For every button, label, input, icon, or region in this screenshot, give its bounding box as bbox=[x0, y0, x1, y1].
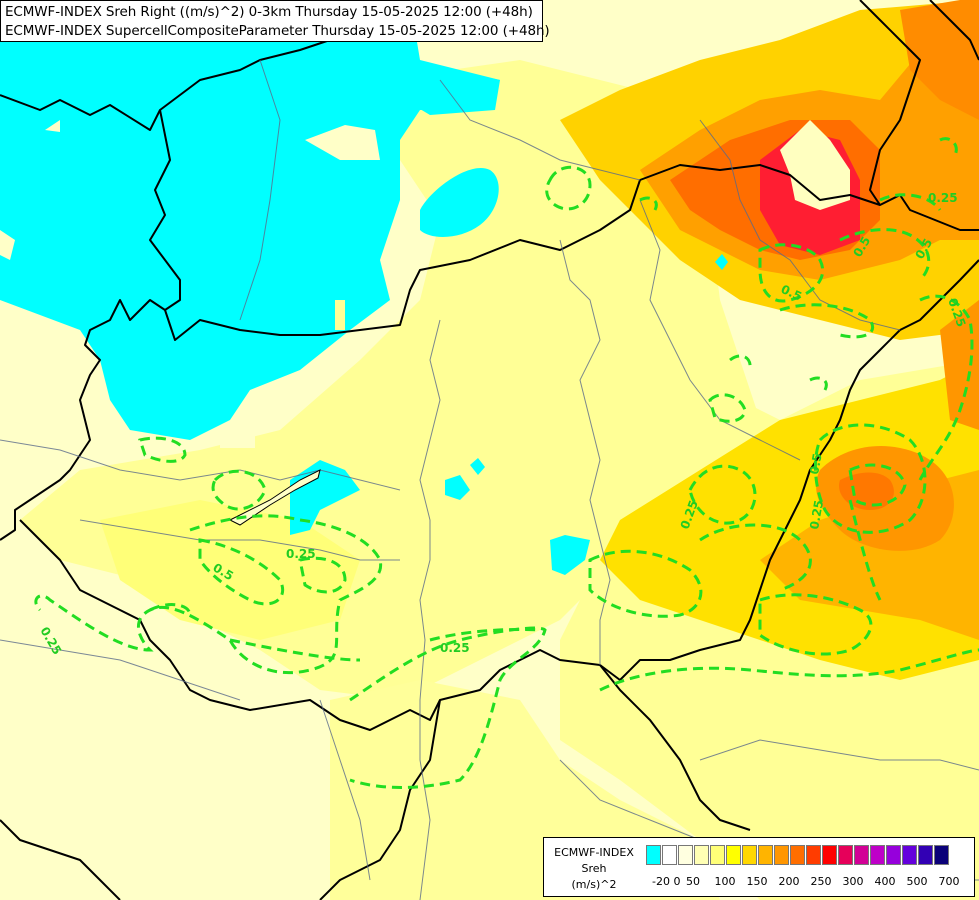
legend-swatch bbox=[742, 845, 757, 865]
title-line-2: ECMWF-INDEX SupercellCompositeParameter … bbox=[5, 23, 550, 39]
legend-title: ECMWF-INDEX bbox=[554, 846, 634, 859]
legend-swatch bbox=[838, 845, 853, 865]
legend-swatch bbox=[854, 845, 869, 865]
legend-swatch bbox=[806, 845, 821, 865]
legend-tick-label: 500 bbox=[906, 875, 928, 888]
legend-tick-label: 100 bbox=[714, 875, 736, 888]
legend-swatch bbox=[774, 845, 789, 865]
legend-tick-label: 150 bbox=[746, 875, 768, 888]
legend-swatch bbox=[758, 845, 773, 865]
contour-label: 0.25 bbox=[928, 191, 958, 205]
pale-island-west bbox=[0, 230, 15, 260]
legend-tick-label: 300 bbox=[842, 875, 864, 888]
legend-swatch bbox=[934, 845, 949, 865]
legend-tick-label: 200 bbox=[778, 875, 800, 888]
cyan-blob-central-diamond bbox=[470, 458, 485, 475]
legend-swatch bbox=[710, 845, 725, 865]
cyan-field-northwest bbox=[0, 0, 500, 440]
legend-swatch bbox=[790, 845, 805, 865]
legend-swatch bbox=[886, 845, 901, 865]
title-line-1: ECMWF-INDEX Sreh Right ((m/s)^2) 0-3km T… bbox=[5, 4, 533, 20]
cyan-blob-north-small bbox=[420, 168, 499, 237]
pale-hole-north bbox=[780, 120, 850, 210]
legend-variable: Sreh bbox=[581, 862, 607, 875]
pale-spot-cyan-3 bbox=[220, 435, 255, 448]
legend-swatch bbox=[918, 845, 933, 865]
pale-field-southwest bbox=[0, 600, 330, 900]
pale-spot-cyan-2 bbox=[335, 300, 345, 330]
contour-label: 0.25 bbox=[807, 499, 826, 531]
orange-field-east-edge bbox=[940, 300, 979, 430]
legend-unit: (m/s)^2 bbox=[571, 878, 617, 891]
title-box: ECMWF-INDEX Sreh Right ((m/s)^2) 0-3km T… bbox=[0, 0, 550, 42]
legend-tick-label: -20 bbox=[652, 875, 670, 888]
legend-swatch bbox=[646, 845, 661, 865]
legend-tick-label: 50 bbox=[686, 875, 700, 888]
dark-orange-blob-southeast bbox=[839, 472, 894, 510]
contour-label: 0.25 bbox=[286, 547, 316, 561]
legend-swatch bbox=[870, 845, 885, 865]
contour-label: 0.25 bbox=[440, 641, 470, 655]
legend-tick-label: 0 bbox=[673, 875, 681, 888]
cyan-field-north-extension bbox=[400, 60, 500, 115]
pale-spot-cyan bbox=[45, 120, 60, 132]
legend-swatch bbox=[822, 845, 837, 865]
legend-swatch bbox=[726, 845, 741, 865]
cyan-blob-central-south bbox=[550, 535, 590, 575]
legend-tick-label: 700 bbox=[938, 875, 960, 888]
legend-swatch bbox=[902, 845, 917, 865]
color-legend: ECMWF-INDEX Sreh (m/s)^2 -20 0 50 100 150 200… bbox=[543, 837, 975, 897]
legend-tick-label: 400 bbox=[874, 875, 896, 888]
yellow-field-west bbox=[100, 500, 360, 640]
cyan-blob-central-small bbox=[445, 475, 470, 500]
contour-label: 0.5 bbox=[807, 452, 824, 475]
cyan-blob-north-spot bbox=[715, 254, 728, 270]
lake-balaton bbox=[228, 469, 321, 526]
legend-swatch bbox=[662, 845, 677, 865]
legend-swatch bbox=[678, 845, 693, 865]
pale-island-north bbox=[305, 125, 380, 160]
legend-swatch bbox=[694, 845, 709, 865]
legend-tick-label: 250 bbox=[810, 875, 832, 888]
scp-contours bbox=[34, 137, 979, 789]
